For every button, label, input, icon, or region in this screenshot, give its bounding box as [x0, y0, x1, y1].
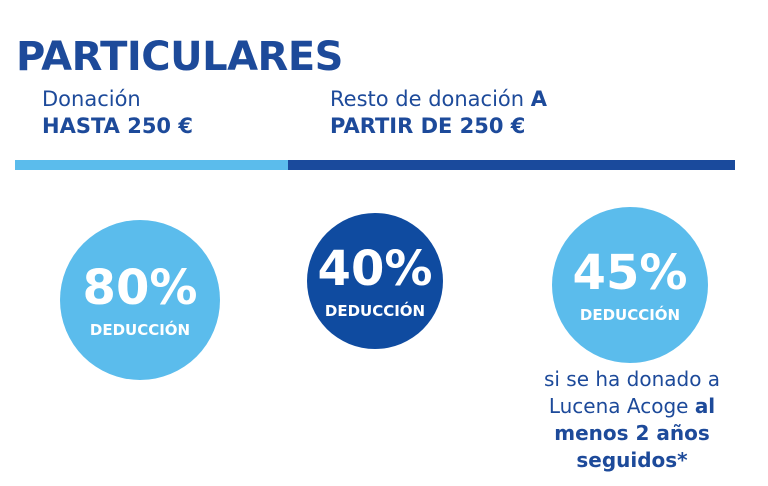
- note-line: menos 2 años: [512, 420, 752, 447]
- tier-text: Resto de donación: [330, 87, 531, 111]
- note-text: menos 2 años: [554, 421, 710, 445]
- bar-light: [15, 160, 288, 170]
- note-text: si se ha donado a: [543, 367, 721, 391]
- note-text: Lucena Acoge: [548, 394, 695, 418]
- circle-label: DEDUCCIÓN: [324, 302, 426, 320]
- circle-label: DEDUCCIÓN: [579, 306, 681, 324]
- tier-amount: PARTIR DE 250 €: [330, 114, 526, 138]
- tier-amount: HASTA 250 €: [42, 114, 193, 138]
- circle-value: 80%: [82, 260, 198, 316]
- note-line: si se ha donado a: [512, 366, 752, 393]
- circle-value: 40%: [317, 241, 433, 297]
- circle-label: DEDUCCIÓN: [89, 321, 191, 339]
- note-text: al: [694, 394, 716, 418]
- circle-value: 45%: [572, 245, 688, 301]
- note-line: seguidos*: [512, 447, 752, 474]
- tier: Donación HASTA 250 €: [42, 86, 193, 140]
- note-line: Lucena Acoge al: [512, 393, 752, 420]
- bar-dark: [288, 160, 735, 170]
- tier-line: Resto de donación A: [330, 86, 547, 113]
- tier-line: Donación: [42, 86, 193, 113]
- circle: 40% DEDUCCIÓN: [307, 213, 443, 349]
- circle: 80% DEDUCCIÓN: [60, 220, 220, 380]
- tier-text: Donación: [42, 87, 141, 111]
- circle: 45% DEDUCCIÓN: [552, 207, 708, 363]
- note: si se ha donado a Lucena Acoge al menos …: [512, 366, 752, 474]
- tier: Resto de donación A PARTIR DE 250 €: [330, 86, 547, 140]
- tier-text: A: [530, 87, 548, 111]
- note-text: seguidos*: [576, 448, 688, 472]
- title: PARTICULARES: [16, 34, 344, 80]
